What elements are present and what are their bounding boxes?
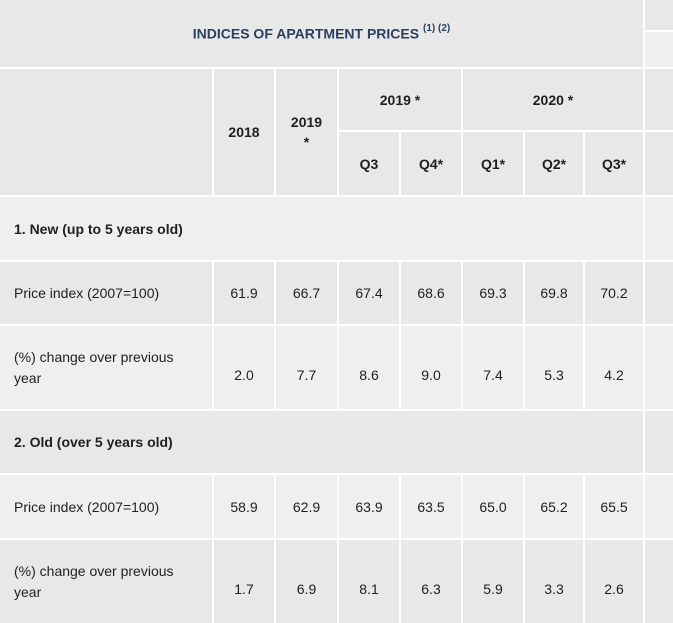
- header-label-blank: [0, 69, 212, 195]
- value-cell: 5.9: [463, 540, 523, 623]
- edge-cell: [645, 540, 673, 623]
- edge-cell: [645, 69, 673, 130]
- value-cell: 7.4: [463, 326, 523, 409]
- header-q3-2019: Q3: [339, 132, 399, 195]
- value-cell: 58.9: [214, 475, 274, 538]
- table-title: INDICES OF APARTMENT PRICES (1) (2): [192, 23, 451, 42]
- value-cell: 4.2: [585, 326, 643, 409]
- edge-cell: [645, 132, 673, 195]
- value-cell: 2.6: [585, 540, 643, 623]
- section-heading-new: 1. New (up to 5 years old): [0, 197, 643, 260]
- value-cell: 9.0: [401, 326, 461, 409]
- row-label: Price index (2007=100): [0, 262, 212, 324]
- section-heading-old: 2. Old (over 5 years old): [0, 411, 643, 473]
- value-cell: 61.9: [214, 262, 274, 324]
- edge-cell: [645, 197, 673, 260]
- edge-cell: [645, 475, 673, 538]
- header-2019-year: 2019: [290, 114, 323, 130]
- value-cell: 7.7: [276, 326, 337, 409]
- value-cell: 2.0: [214, 326, 274, 409]
- value-cell: 1.7: [214, 540, 274, 623]
- value-cell: 69.3: [463, 262, 523, 324]
- value-cell: 69.8: [525, 262, 583, 324]
- value-cell: 66.7: [276, 262, 337, 324]
- table-title-cell: INDICES OF APARTMENT PRICES (1) (2): [0, 0, 643, 67]
- value-cell: 68.6: [401, 262, 461, 324]
- value-cell: 67.4: [339, 262, 399, 324]
- header-2018: 2018: [214, 69, 274, 195]
- row-label-text: (%) change over previous year: [14, 348, 174, 386]
- value-cell: 8.6: [339, 326, 399, 409]
- value-cell: 65.0: [463, 475, 523, 538]
- row-label-text: (%) change over previous year: [14, 562, 174, 600]
- row-label: (%) change over previous year: [0, 326, 212, 409]
- row-label: (%) change over previous year: [0, 540, 212, 623]
- value-cell: 6.9: [276, 540, 337, 623]
- header-q4-2019: Q4*: [401, 132, 461, 195]
- header-group-2020: 2020 *: [463, 69, 643, 130]
- value-cell: 65.5: [585, 475, 643, 538]
- header-group-2019: 2019 *: [339, 69, 461, 130]
- header-2019-asterisk: *: [303, 134, 310, 150]
- value-cell: 65.2: [525, 475, 583, 538]
- edge-cell: [645, 32, 673, 67]
- row-label: Price index (2007=100): [0, 475, 212, 538]
- value-cell: 6.3: [401, 540, 461, 623]
- edge-cell: [645, 262, 673, 324]
- table-title-footnotes: (1) (2): [423, 23, 451, 35]
- header-2019-annual: 2019 *: [276, 69, 337, 195]
- value-cell: 8.1: [339, 540, 399, 623]
- edge-cell: [645, 326, 673, 409]
- value-cell: 63.9: [339, 475, 399, 538]
- value-cell: 3.3: [525, 540, 583, 623]
- value-cell: 62.9: [276, 475, 337, 538]
- header-q2-2020: Q2*: [525, 132, 583, 195]
- header-q3-2020: Q3*: [585, 132, 643, 195]
- header-q1-2020: Q1*: [463, 132, 523, 195]
- edge-cell: [645, 0, 673, 30]
- edge-cell: [645, 411, 673, 473]
- value-cell: 5.3: [525, 326, 583, 409]
- table-title-text: INDICES OF APARTMENT PRICES: [192, 25, 420, 42]
- value-cell: 70.2: [585, 262, 643, 324]
- value-cell: 63.5: [401, 475, 461, 538]
